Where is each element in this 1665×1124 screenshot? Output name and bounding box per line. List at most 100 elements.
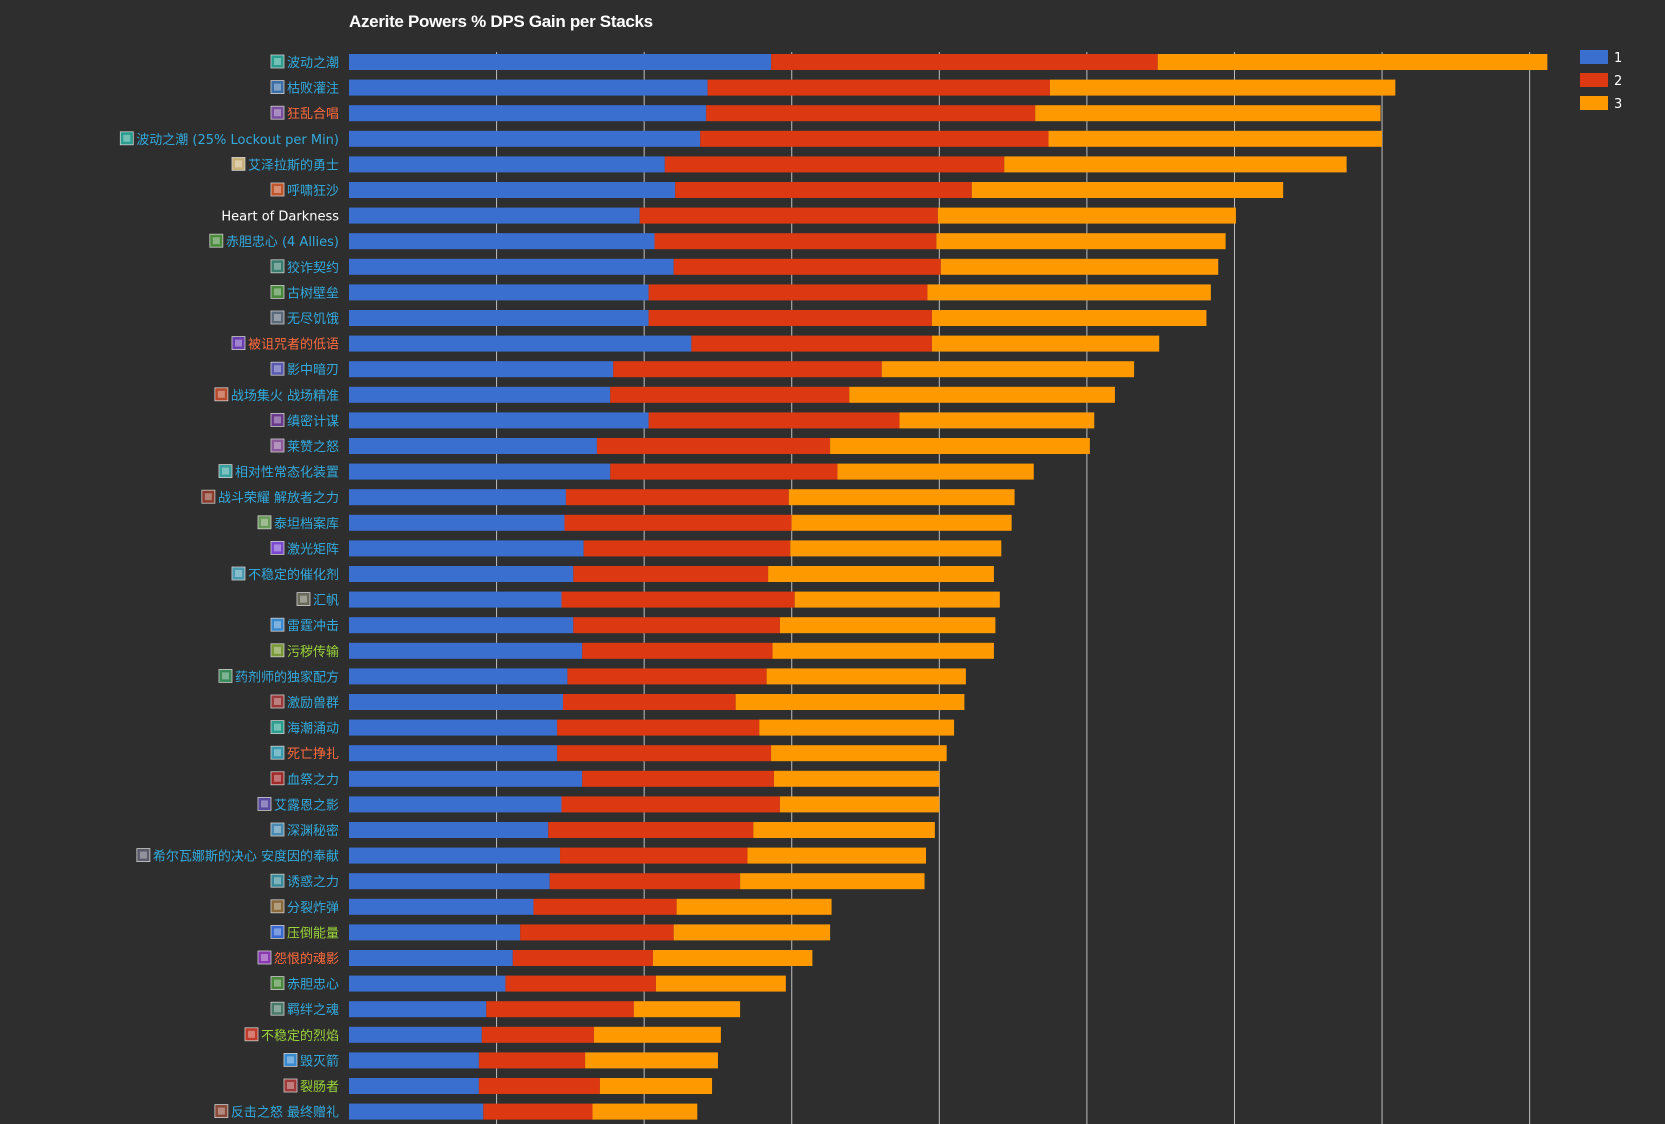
category-label: 赤胆忠心 (4 Allies) — [226, 235, 339, 250]
bar-segment-1 — [349, 796, 562, 813]
ability-icon-glyph — [273, 877, 281, 885]
ability-icon — [257, 797, 272, 811]
bar-segment-3 — [794, 591, 1000, 608]
ability-icon-glyph — [273, 83, 281, 91]
bar-segment-1 — [349, 617, 574, 634]
category-label: 不稳定的催化剂 — [248, 567, 339, 583]
bar-segment-2 — [561, 591, 795, 608]
ability-icon — [231, 336, 246, 351]
category-label: 死亡挣扎 — [287, 747, 339, 762]
category-label: 被诅咒者的低语 — [248, 337, 339, 353]
ability-icon — [257, 950, 272, 965]
bar-segment-2 — [610, 386, 850, 403]
ability-icon — [218, 669, 233, 683]
bar-segment-3 — [633, 1001, 741, 1018]
bar-segment-1 — [349, 566, 574, 582]
bar-segment-2 — [562, 694, 736, 710]
bar-segment-2 — [486, 1001, 634, 1018]
bar-segment-1 — [349, 1001, 487, 1018]
ability-icon-glyph — [221, 467, 229, 475]
bar-segment-2 — [564, 514, 792, 531]
bar-segment-1 — [349, 514, 565, 531]
ability-icon-glyph — [139, 851, 147, 859]
bar-segment-3 — [593, 1026, 721, 1043]
bar-segment-1 — [349, 79, 708, 96]
ability-icon — [270, 694, 285, 709]
bar-segment-1 — [349, 1103, 484, 1120]
ability-icons — [119, 54, 311, 1118]
bar-segment-3 — [849, 386, 1115, 403]
bar-segment-2 — [548, 822, 754, 838]
ability-icon-glyph — [260, 954, 268, 961]
bar-segment-1 — [349, 540, 584, 557]
bar-segment-2 — [639, 207, 938, 224]
bar-segment-3 — [771, 745, 947, 762]
bar-segment-1 — [349, 822, 549, 838]
legend: 1 2 3 — [1580, 50, 1622, 112]
bar-segment-2 — [648, 412, 900, 429]
bar-segment-3 — [599, 1078, 713, 1094]
category-label: Heart of Darkness — [221, 210, 339, 225]
ability-icon — [270, 284, 285, 299]
bar-segment-1 — [349, 694, 563, 710]
category-label: 无尽饥饿 — [287, 312, 339, 327]
category-label: 血祭之力 — [287, 773, 339, 788]
ability-icon — [270, 182, 285, 197]
category-label: 激光矩阵 — [287, 542, 339, 557]
category-label: 古树壁垒 — [287, 286, 339, 301]
ability-icon — [270, 771, 285, 786]
category-label: 海潮涌动 — [287, 722, 339, 737]
bar-segment-3 — [791, 514, 1012, 531]
ability-icon-glyph — [260, 518, 268, 526]
bar-segment-2 — [673, 258, 941, 275]
bar-segment-1 — [349, 745, 558, 762]
bar-segment-1 — [349, 233, 655, 250]
category-label: 战场集火 战场精准 — [231, 388, 339, 404]
bar-segment-3 — [940, 258, 1219, 275]
bar-segment-3 — [676, 898, 832, 915]
bar-segment-1 — [349, 847, 561, 864]
ability-icon — [270, 259, 285, 274]
category-label: 缜密计谋 — [287, 413, 339, 429]
legend-swatch — [1580, 96, 1608, 110]
ability-icon — [201, 489, 216, 504]
bar-segment-2 — [549, 873, 741, 890]
bar-segment-1 — [349, 182, 676, 198]
ability-icon — [270, 899, 285, 914]
bar-segment-3 — [1157, 54, 1548, 70]
bar-segment-1 — [349, 642, 583, 659]
ability-icon — [283, 1078, 298, 1093]
bar-segment-1 — [349, 873, 550, 890]
bar-segment-2 — [700, 130, 1049, 147]
bar-segment-1 — [349, 130, 701, 147]
ability-icon — [270, 976, 285, 990]
bar-segment-1 — [349, 489, 566, 506]
category-label: 赤胆忠心 — [287, 978, 339, 993]
category-label: 泰坦档案库 — [274, 516, 339, 532]
ability-icon-glyph — [273, 416, 281, 424]
bar-segment-2 — [613, 361, 882, 378]
category-label: 枯败灌注 — [287, 82, 339, 97]
bar-segment-3 — [768, 566, 994, 582]
ability-icon — [214, 387, 229, 402]
bar-segment-2 — [567, 668, 767, 685]
bar-segment-2 — [610, 463, 838, 480]
bar-segment-2 — [573, 617, 780, 634]
category-label: 战斗荣耀 解放者之力 — [218, 491, 339, 506]
bar-segment-3 — [779, 796, 940, 813]
category-label: 影中暗刃 — [287, 363, 339, 378]
ability-icon-glyph — [273, 902, 281, 910]
legend-swatch — [1580, 73, 1608, 87]
bar-segment-2 — [561, 796, 780, 813]
bar-segment-3 — [747, 847, 927, 864]
category-label: 希尔瓦娜斯的决心 安度因的奉献 — [153, 849, 339, 865]
ability-icon-glyph — [273, 979, 281, 987]
bar-segment-2 — [691, 335, 932, 352]
ability-icon — [270, 54, 285, 69]
ability-icon-glyph — [273, 58, 281, 65]
bar-segment-1 — [349, 950, 513, 966]
category-label: 波动之潮 — [287, 56, 339, 71]
